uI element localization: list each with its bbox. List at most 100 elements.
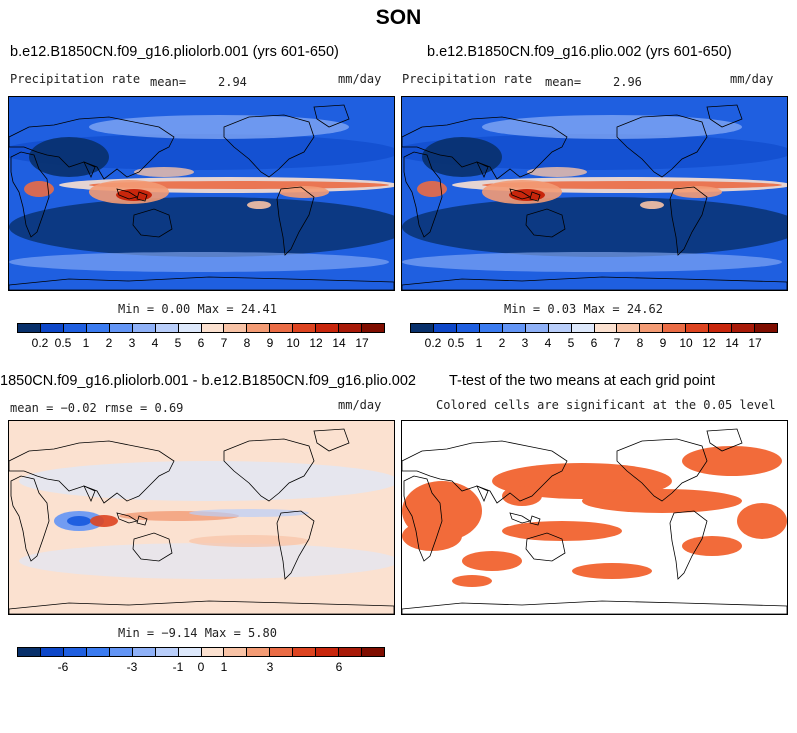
colorbar-swatch: [270, 324, 294, 332]
colorbar-swatch: [178, 648, 202, 656]
colorbar-swatch: [316, 324, 340, 332]
colorbar-tick-label: 0.2: [424, 336, 442, 350]
colorbar-tick-label: 6: [590, 336, 598, 350]
panel-d-significance-map: [401, 420, 788, 615]
colorbar-swatch: [86, 648, 110, 656]
panel-b-colorbar: [410, 323, 778, 333]
colorbar-swatch: [224, 324, 248, 332]
colorbar-tick-label: -6: [57, 660, 69, 674]
colorbar-tick-label: 5: [567, 336, 575, 350]
colorbar-tick-label: 12: [309, 336, 323, 350]
panel-b-mean-label: mean=: [545, 75, 582, 89]
colorbar-swatch: [18, 324, 41, 332]
colorbar-swatch: [109, 324, 133, 332]
colorbar-tick-label: 1: [220, 660, 228, 674]
colorbar-tick-label: -1: [172, 660, 184, 674]
colorbar-swatch: [433, 324, 457, 332]
colorbar-tick-label: 2: [498, 336, 506, 350]
colorbar-swatch: [362, 648, 384, 656]
colorbar-tick-label: 6: [197, 336, 205, 350]
colorbar-tick-label: 14: [332, 336, 346, 350]
colorbar-swatch: [640, 324, 664, 332]
panel-b-min-max: Min = 0.03 Max = 24.62: [504, 302, 663, 316]
colorbar-swatch: [86, 324, 110, 332]
panel-a-mean-value: 2.94: [218, 75, 247, 89]
colorbar-tick-label: 4: [544, 336, 552, 350]
panel-a-colorbar: [17, 323, 385, 333]
colorbar-swatch: [18, 648, 41, 656]
colorbar-swatch: [617, 324, 641, 332]
colorbar-tick-label: -3: [126, 660, 138, 674]
panel-a-precip-map: [8, 96, 395, 291]
panel-a-mean-label: mean=: [150, 75, 187, 89]
colorbar-swatch: [293, 648, 317, 656]
colorbar-tick-label: 1: [82, 336, 90, 350]
colorbar-swatch: [155, 324, 179, 332]
colorbar-swatch: [201, 648, 225, 656]
colorbar-tick-label: 5: [174, 336, 182, 350]
colorbar-swatch: [755, 324, 777, 332]
colorbar-swatch: [686, 324, 710, 332]
colorbar-tick-label: 0.5: [447, 336, 465, 350]
panel-b-title: b.e12.B1850CN.f09_g16.plio.002 (yrs 601-…: [427, 44, 732, 60]
panel-c-difference-map: [8, 420, 395, 615]
panel-c-stats: mean = −0.02 rmse = 0.69: [10, 401, 184, 415]
colorbar-tick-label: 17: [355, 336, 369, 350]
colorbar-swatch: [594, 324, 618, 332]
colorbar-swatch: [571, 324, 595, 332]
colorbar-swatch: [316, 648, 340, 656]
colorbar-swatch: [548, 324, 572, 332]
panel-d-title: T-test of the two means at each grid poi…: [449, 373, 715, 389]
colorbar-tick-label: 1: [475, 336, 483, 350]
colorbar-swatch: [293, 324, 317, 332]
colorbar-tick-label: 9: [659, 336, 667, 350]
colorbar-swatch: [109, 648, 133, 656]
colorbar-swatch: [339, 648, 363, 656]
colorbar-swatch: [132, 324, 156, 332]
panel-b-units: mm/day: [730, 72, 774, 86]
colorbar-swatch: [479, 324, 503, 332]
colorbar-tick-label: 7: [613, 336, 621, 350]
colorbar-swatch: [456, 324, 480, 332]
colorbar-swatch: [362, 324, 384, 332]
colorbar-tick-label: 10: [679, 336, 693, 350]
colorbar-tick-label: 2: [105, 336, 113, 350]
colorbar-swatch: [201, 324, 225, 332]
colorbar-swatch: [63, 324, 87, 332]
panel-b-mean-value: 2.96: [613, 75, 642, 89]
colorbar-swatch: [247, 648, 271, 656]
colorbar-tick-label: 10: [286, 336, 300, 350]
panel-a-variable-label: Precipitation rate: [10, 72, 141, 86]
colorbar-swatch: [40, 324, 64, 332]
colorbar-tick-label: 0: [197, 660, 205, 674]
colorbar-tick-label: 8: [243, 336, 251, 350]
colorbar-tick-label: 17: [748, 336, 762, 350]
panel-a-min-max: Min = 0.00 Max = 24.41: [118, 302, 277, 316]
colorbar-tick-label: 9: [266, 336, 274, 350]
colorbar-tick-label: 6: [335, 660, 343, 674]
colorbar-tick-label: 3: [266, 660, 274, 674]
colorbar-swatch: [709, 324, 733, 332]
colorbar-tick-label: 3: [521, 336, 529, 350]
colorbar-swatch: [40, 648, 64, 656]
panel-c-min-max: Min = −9.14 Max = 5.80: [118, 626, 277, 640]
colorbar-tick-label: 12: [702, 336, 716, 350]
season-title: SON: [375, 6, 422, 29]
colorbar-tick-label: 0.2: [31, 336, 49, 350]
panel-a-title: b.e12.B1850CN.f09_g16.pliolorb.001 (yrs …: [10, 44, 339, 60]
colorbar-swatch: [663, 324, 687, 332]
colorbar-swatch: [270, 648, 294, 656]
colorbar-swatch: [155, 648, 179, 656]
colorbar-swatch: [339, 324, 363, 332]
panel-b-variable-label: Precipitation rate: [402, 72, 533, 86]
colorbar-swatch: [178, 324, 202, 332]
panel-c-units: mm/day: [338, 398, 382, 412]
colorbar-swatch: [502, 324, 526, 332]
panel-c-colorbar: [17, 647, 385, 657]
colorbar-tick-label: 7: [220, 336, 228, 350]
colorbar-swatch: [247, 324, 271, 332]
panel-a-units: mm/day: [338, 72, 382, 86]
colorbar-tick-label: 4: [151, 336, 159, 350]
colorbar-swatch: [525, 324, 549, 332]
colorbar-swatch: [63, 648, 87, 656]
